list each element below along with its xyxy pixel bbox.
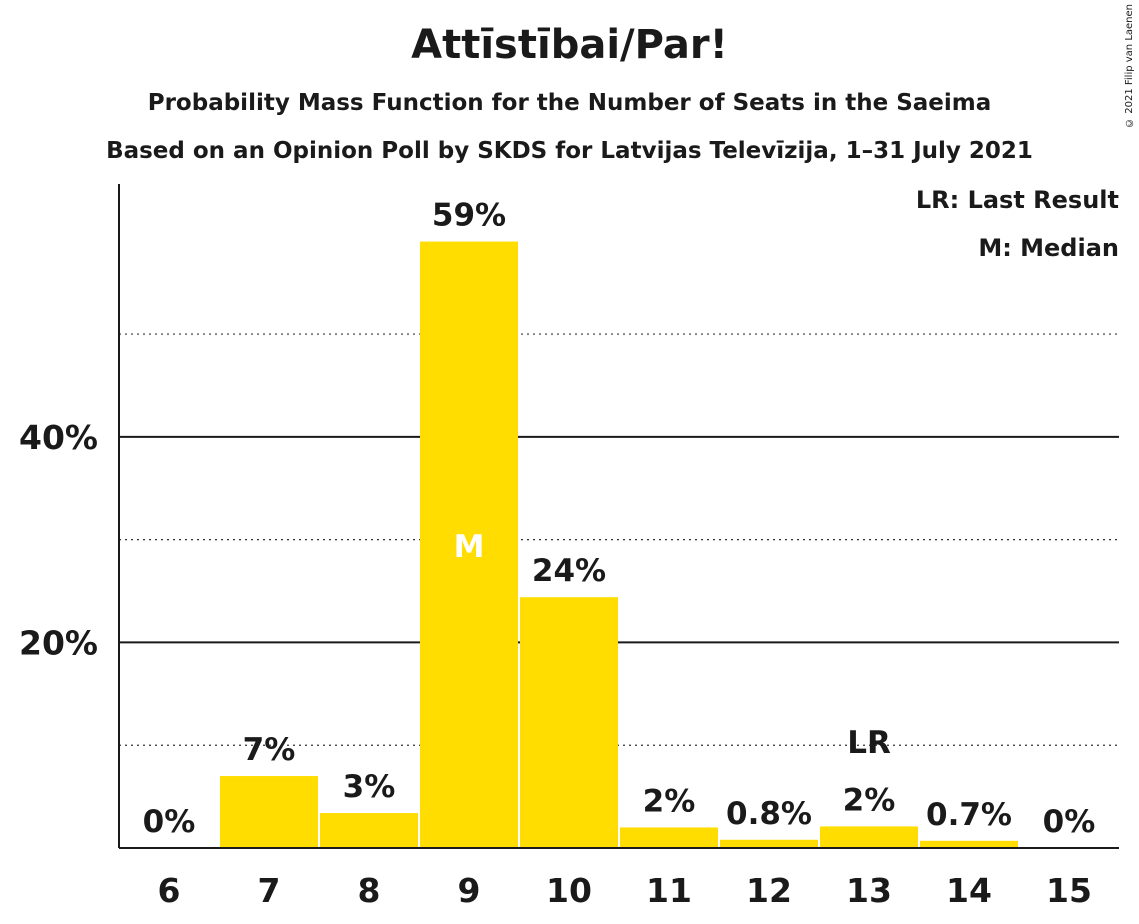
legend-last-result: LR: Last Result xyxy=(915,186,1119,214)
data-label-14: 0.7% xyxy=(926,797,1012,833)
bar-11 xyxy=(620,827,718,848)
bar-14 xyxy=(920,840,1018,848)
bar-9 xyxy=(420,241,518,849)
data-label-15: 0% xyxy=(1043,804,1096,840)
chart-title: Attīstībai/Par! xyxy=(411,22,728,68)
x-tick-label-9: 9 xyxy=(458,871,481,910)
chart-subtitle: Probability Mass Function for the Number… xyxy=(147,90,992,116)
data-label-7: 7% xyxy=(243,732,296,768)
bar-7 xyxy=(220,776,318,848)
x-tick-label-6: 6 xyxy=(158,871,181,910)
y-tick-label-0: 20% xyxy=(19,623,98,662)
x-tick-label-11: 11 xyxy=(646,871,692,910)
bar-12 xyxy=(720,839,818,848)
bar-13 xyxy=(820,826,918,848)
x-tick-label-12: 12 xyxy=(746,871,792,910)
x-tick-label-7: 7 xyxy=(258,871,281,910)
x-tick-label-15: 15 xyxy=(1046,871,1092,910)
x-tick-label-8: 8 xyxy=(358,871,381,910)
data-label-8: 3% xyxy=(343,769,396,805)
legend-median: M: Median xyxy=(978,234,1119,262)
data-label-12: 0.8% xyxy=(726,796,812,832)
bar-8 xyxy=(320,813,418,848)
data-label-10: 24% xyxy=(532,553,606,589)
bar-10 xyxy=(520,597,618,848)
x-tick-label-14: 14 xyxy=(946,871,992,910)
data-label-11: 2% xyxy=(643,783,696,819)
median-marker: M xyxy=(454,529,485,565)
x-tick-label-13: 13 xyxy=(846,871,892,910)
last-result-marker: LR xyxy=(847,725,891,761)
chart-subtitle-poll: Based on an Opinion Poll by SKDS for Lat… xyxy=(106,138,1033,164)
data-label-13: 2% xyxy=(843,782,896,818)
y-tick-label-1: 40% xyxy=(19,418,98,457)
x-tick-label-10: 10 xyxy=(546,871,592,910)
data-label-9: 59% xyxy=(432,198,506,234)
data-label-6: 0% xyxy=(143,804,196,840)
